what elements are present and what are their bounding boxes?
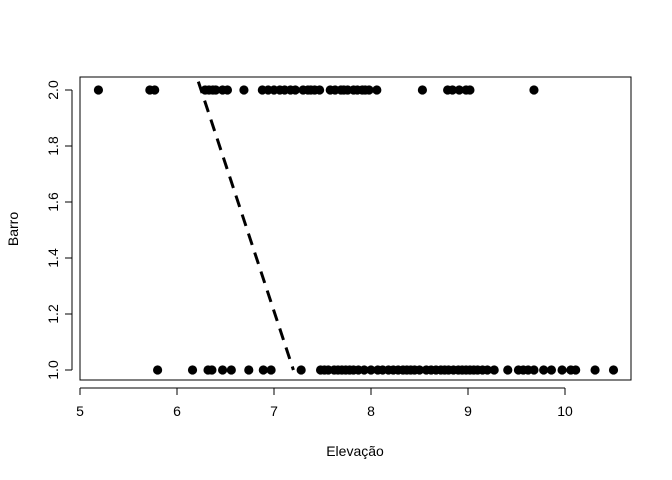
data-point [482,365,492,375]
x-tick-label: 10 [557,403,573,419]
data-point [608,365,619,375]
data-point [187,365,198,375]
data-point [571,365,581,375]
data-point [153,365,163,375]
data-point [529,85,539,95]
data-point [266,365,276,375]
data-point [207,365,217,375]
x-axis: 5 6 7 8 9 10 [76,387,573,419]
data-point [366,365,376,375]
y-axis-label: Barro [5,212,21,246]
data-point [364,85,374,95]
x-tick-label: 8 [367,403,375,419]
data-point [503,365,513,375]
data-point [211,85,221,95]
plot-frame [79,76,632,381]
x-tick-label: 9 [464,403,472,419]
data-point [359,365,369,375]
data-point [150,85,160,95]
y-axis: 1.0 1.2 1.4 1.6 1.8 2.0 [45,80,73,380]
data-point [93,85,104,95]
data-point [226,365,236,375]
data-point [244,365,254,375]
data-point [489,365,499,375]
data-point [290,85,300,95]
data-point [372,85,382,95]
data-point [590,365,600,375]
data-point [222,85,233,95]
x-tick-label: 5 [76,403,84,419]
data-point [539,365,549,375]
data-point [217,365,228,375]
data-point [546,365,557,375]
data-point [417,85,428,95]
data-point [414,365,425,375]
data-point [557,365,567,375]
y-tick-label: 2.0 [45,80,61,100]
y-tick-label: 1.0 [45,360,61,380]
y-tick-label: 1.6 [45,192,61,212]
y-tick-label: 1.2 [45,304,61,324]
data-point [258,365,268,375]
x-tick-label: 6 [173,403,181,419]
data-point [465,85,475,95]
data-point [454,85,464,95]
data-point [239,85,249,95]
fitted-line [196,81,295,371]
x-axis-label: Elevação [326,443,384,459]
y-tick-label: 1.8 [45,136,61,156]
y-tick-label: 1.4 [45,248,61,268]
data-points [93,85,619,375]
x-tick-label: 7 [270,403,278,419]
data-point [447,85,458,95]
data-point [314,85,325,95]
data-point [529,365,539,375]
data-point [296,365,306,375]
fitted-line-group [196,81,295,371]
